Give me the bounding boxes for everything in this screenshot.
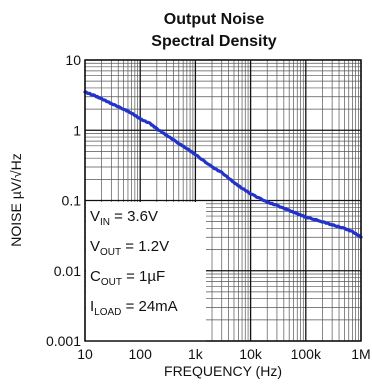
y-tick-labels: 10 1 0.1 0.01 0.001 bbox=[46, 52, 81, 349]
x-axis-label: FREQUENCY (Hz) bbox=[164, 363, 282, 379]
x-tick-labels: 10 100 1k 10k 100k 1M bbox=[77, 346, 371, 362]
x-tick-label: 10 bbox=[77, 346, 93, 362]
noise-series-line bbox=[83, 90, 363, 239]
x-tick-label: 1M bbox=[351, 346, 370, 362]
x-tick-label: 100k bbox=[291, 346, 322, 362]
annotation-line: VOUT = 1.2V bbox=[90, 238, 169, 258]
plot-frame bbox=[84, 59, 362, 342]
y-axis-label: NOISE µV/√Hz bbox=[8, 153, 24, 247]
annotation-line: VIN = 3.6V bbox=[90, 208, 158, 228]
chart-title-line1: Output Noise bbox=[164, 11, 265, 28]
x-tick-label: 1k bbox=[188, 346, 204, 362]
x-tick-label: 10k bbox=[239, 346, 263, 362]
conditions-annotation: VIN = 3.6V VOUT = 1.2V COUT = 1µF ILOAD = 2… bbox=[90, 208, 178, 318]
y-tick-label: 0.1 bbox=[62, 193, 82, 209]
y-tick-label: 10 bbox=[65, 52, 81, 68]
annotation-box bbox=[86, 202, 206, 342]
annotation-line: ILOAD = 24mA bbox=[90, 298, 178, 318]
chart-title-line2: Spectral Density bbox=[151, 33, 276, 50]
y-tick-label: 0.001 bbox=[46, 333, 81, 349]
annotation-line: COUT = 1µF bbox=[90, 268, 165, 288]
x-tick-label: 100 bbox=[129, 346, 153, 362]
y-tick-label: 0.01 bbox=[54, 263, 81, 279]
y-tick-label: 1 bbox=[73, 122, 81, 138]
